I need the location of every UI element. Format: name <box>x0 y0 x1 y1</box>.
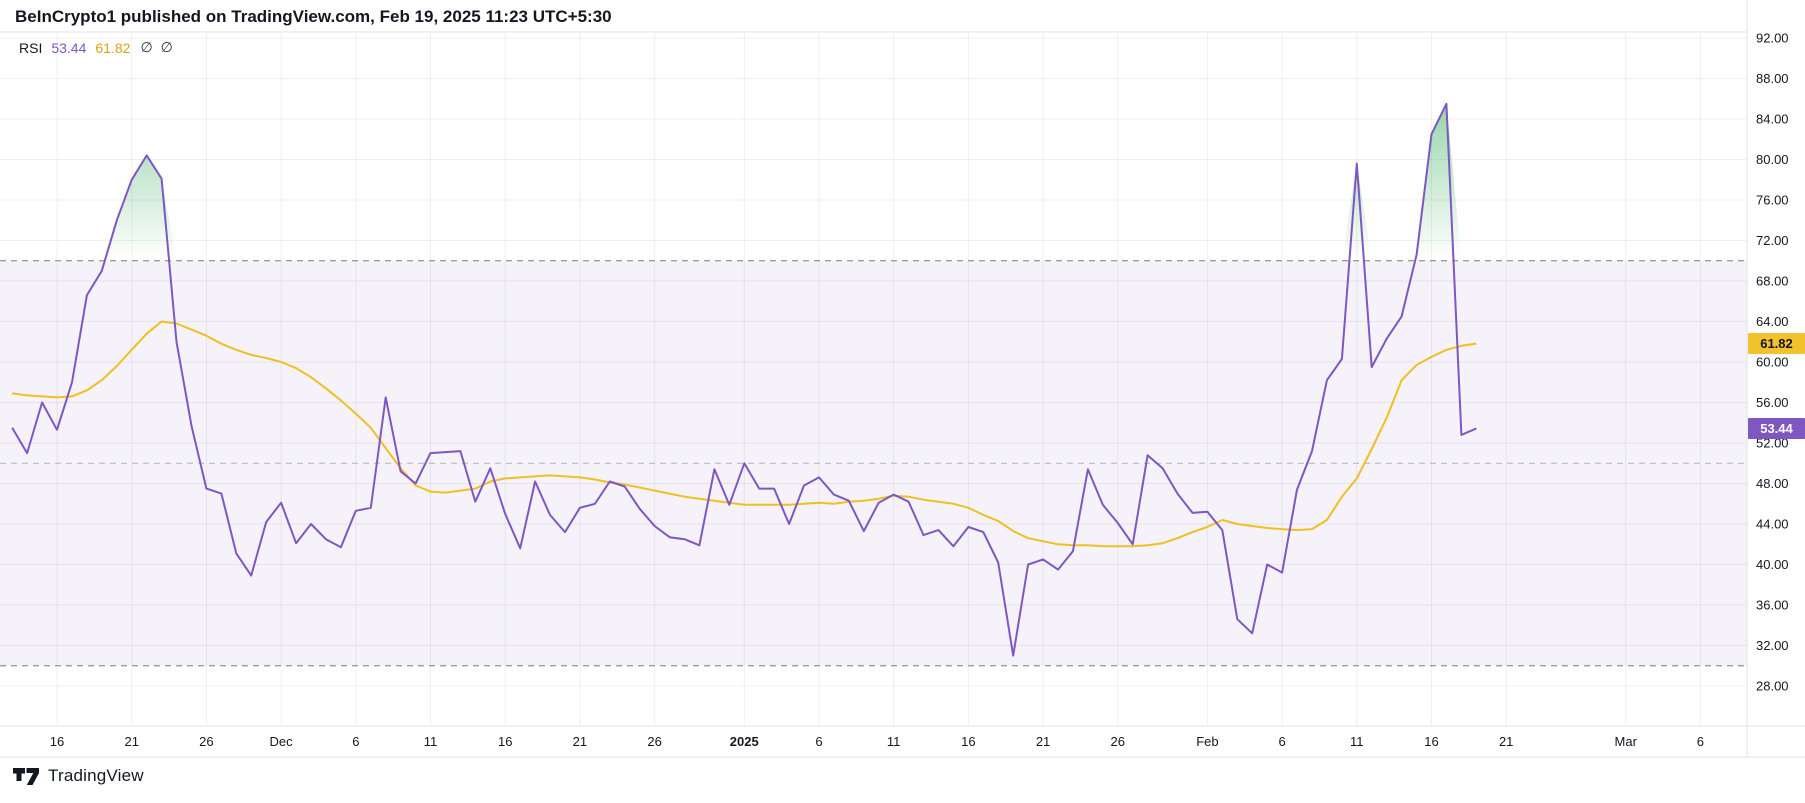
time-scale-label[interactable]: 6 <box>1697 734 1704 749</box>
price-scale-label[interactable]: 72.00 <box>1756 233 1789 248</box>
price-scale-label[interactable]: 52.00 <box>1756 436 1789 451</box>
price-scale-label[interactable]: 48.00 <box>1756 476 1789 491</box>
time-scale-label[interactable]: Dec <box>270 734 294 749</box>
rsi-line <box>11 102 1477 657</box>
empty-value-icon[interactable]: ∅ <box>160 39 173 55</box>
price-scale-label[interactable]: 60.00 <box>1756 355 1789 370</box>
price-scale-label[interactable]: 32.00 <box>1756 638 1789 653</box>
time-scale-label[interactable]: 6 <box>1278 734 1285 749</box>
time-scale-label[interactable]: 21 <box>1499 734 1513 749</box>
empty-value-icon[interactable]: ∅ <box>140 39 153 55</box>
price-scale-label[interactable]: 80.00 <box>1756 152 1789 167</box>
price-scale-label[interactable]: 64.00 <box>1756 314 1789 329</box>
indicator-name: RSI <box>19 39 43 56</box>
time-scale-label[interactable]: 21 <box>1036 734 1050 749</box>
time-scale-label[interactable]: 16 <box>1424 734 1438 749</box>
time-scale-label[interactable]: 26 <box>199 734 213 749</box>
overbought-fill <box>12 103 1477 261</box>
tradingview-logo-icon <box>13 767 39 785</box>
price-scale-label[interactable]: 68.00 <box>1756 274 1789 289</box>
price-scale-label[interactable]: 40.00 <box>1756 557 1789 572</box>
time-scale-label[interactable]: 11 <box>1350 734 1364 749</box>
time-scale-label[interactable]: 16 <box>961 734 975 749</box>
rsi-price-badge: 53.44 <box>1748 417 1805 439</box>
time-scale-label[interactable]: 21 <box>124 734 138 749</box>
time-scale-label[interactable]: 6 <box>352 734 359 749</box>
price-scale-label[interactable]: 76.00 <box>1756 193 1789 208</box>
tradingview-watermark[interactable]: TradingView <box>13 766 144 786</box>
time-scale-label[interactable]: Feb <box>1196 734 1218 749</box>
price-scale-label[interactable]: 36.00 <box>1756 598 1789 613</box>
ma-price-badge: 61.82 <box>1748 333 1805 355</box>
time-scale-label[interactable]: 16 <box>498 734 512 749</box>
time-scale-label[interactable]: Mar <box>1615 734 1638 749</box>
time-scale-label[interactable]: 26 <box>647 734 661 749</box>
indicator-legend: RSI 53.44 61.82 ∅ ∅ <box>19 39 181 56</box>
price-scale-label[interactable]: 84.00 <box>1756 112 1789 127</box>
ma-value-label: 61.82 <box>95 39 131 56</box>
price-scale-label[interactable]: 28.00 <box>1756 679 1789 694</box>
time-scale-label[interactable]: 11 <box>887 734 901 749</box>
time-scale-label[interactable]: 26 <box>1111 734 1125 749</box>
price-scale-label[interactable]: 92.00 <box>1756 31 1789 46</box>
time-scale-label[interactable]: 16 <box>50 734 64 749</box>
page-title: BeInCrypto1 published on TradingView.com… <box>15 7 612 26</box>
rsi-value-label: 53.44 <box>51 39 87 56</box>
time-scale-label[interactable]: 21 <box>573 734 587 749</box>
tradingview-brand-text: TradingView <box>48 766 144 785</box>
time-scale-label[interactable]: 11 <box>424 734 438 749</box>
price-scale-label[interactable]: 56.00 <box>1756 395 1789 410</box>
price-scale-label[interactable]: 88.00 <box>1756 71 1789 86</box>
price-scale-label[interactable]: 44.00 <box>1756 517 1789 532</box>
time-scale-label[interactable]: 2025 <box>730 734 759 749</box>
time-scale-label[interactable]: 6 <box>815 734 822 749</box>
ma-line <box>12 320 1477 548</box>
